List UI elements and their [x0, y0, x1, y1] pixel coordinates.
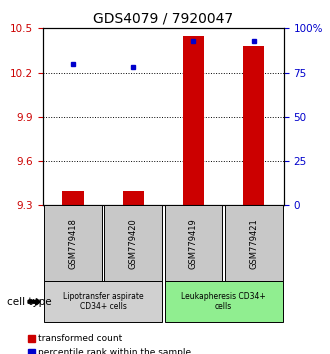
Text: percentile rank within the sample: percentile rank within the sample: [38, 348, 191, 354]
Text: Lipotransfer aspirate
CD34+ cells: Lipotransfer aspirate CD34+ cells: [63, 292, 144, 312]
Bar: [62, 190, 83, 205]
Bar: [123, 190, 144, 205]
Text: Leukapheresis CD34+
cells: Leukapheresis CD34+ cells: [181, 292, 266, 312]
Text: GSM779420: GSM779420: [129, 218, 138, 269]
Text: GSM779421: GSM779421: [249, 218, 258, 269]
Text: GSM779419: GSM779419: [189, 218, 198, 269]
Bar: [243, 46, 264, 205]
Text: cell type: cell type: [7, 297, 51, 307]
Text: transformed count: transformed count: [38, 333, 122, 343]
Title: GDS4079 / 7920047: GDS4079 / 7920047: [93, 12, 233, 26]
Bar: [183, 36, 204, 205]
Text: GSM779418: GSM779418: [69, 218, 78, 269]
